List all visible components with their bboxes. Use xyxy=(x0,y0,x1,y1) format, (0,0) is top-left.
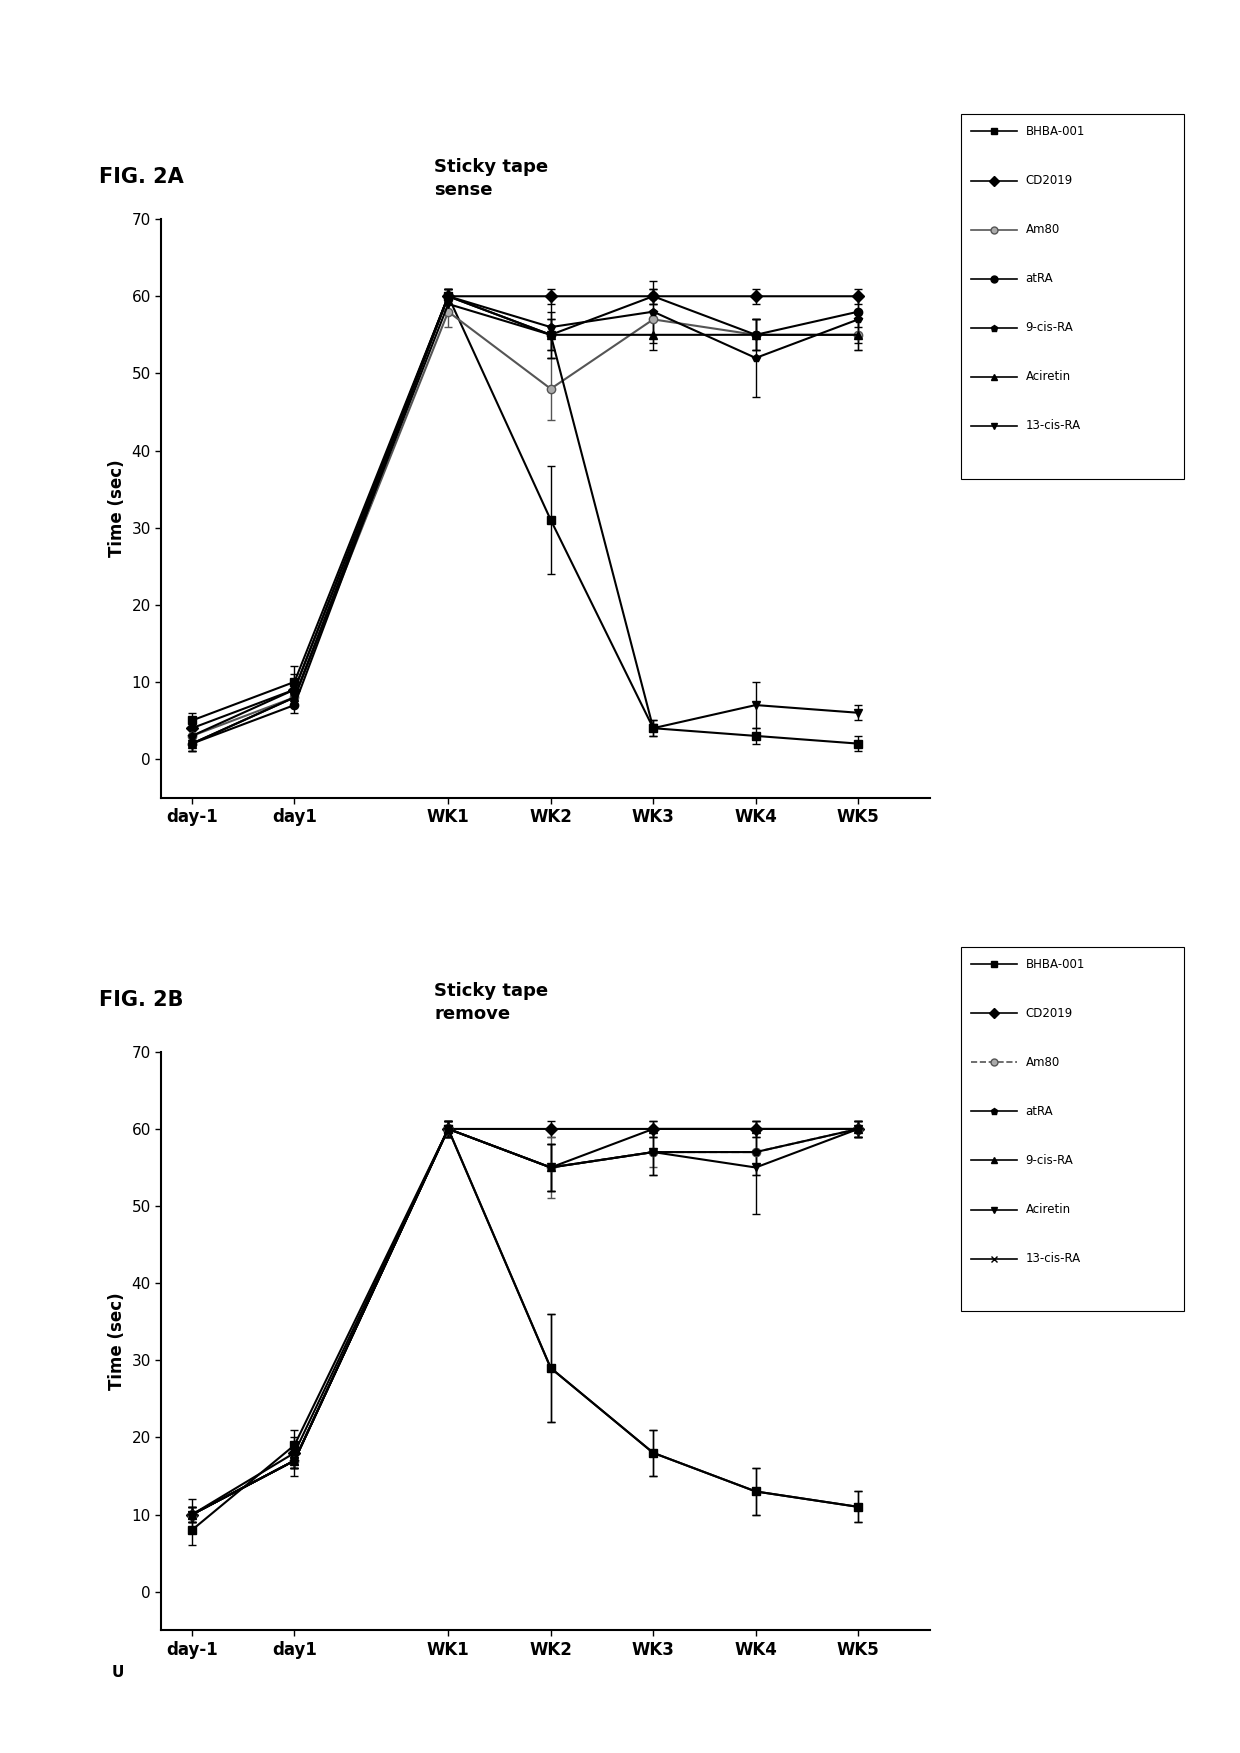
Text: CD2019: CD2019 xyxy=(1025,1006,1073,1020)
Text: Aciretin: Aciretin xyxy=(1025,1203,1070,1217)
Text: Sticky tape
sense: Sticky tape sense xyxy=(434,158,548,200)
Text: Sticky tape
remove: Sticky tape remove xyxy=(434,982,548,1024)
Text: Aciretin: Aciretin xyxy=(1025,370,1070,384)
Text: 13-cis-RA: 13-cis-RA xyxy=(1025,1252,1080,1266)
Text: CD2019: CD2019 xyxy=(1025,174,1073,188)
Text: Am80: Am80 xyxy=(1025,223,1060,237)
Text: 13-cis-RA: 13-cis-RA xyxy=(1025,419,1080,433)
Text: FIG. 2A: FIG. 2A xyxy=(99,167,184,186)
Text: 9-cis-RA: 9-cis-RA xyxy=(1025,1153,1074,1167)
Text: 9-cis-RA: 9-cis-RA xyxy=(1025,321,1074,335)
Y-axis label: Time (sec): Time (sec) xyxy=(108,459,125,557)
Text: BHBA-001: BHBA-001 xyxy=(1025,124,1085,138)
Text: atRA: atRA xyxy=(1025,272,1053,286)
Text: FIG. 2B: FIG. 2B xyxy=(99,990,184,1010)
Text: atRA: atRA xyxy=(1025,1104,1053,1118)
Text: BHBA-001: BHBA-001 xyxy=(1025,957,1085,971)
Text: Am80: Am80 xyxy=(1025,1055,1060,1069)
Text: U: U xyxy=(112,1665,124,1679)
Y-axis label: Time (sec): Time (sec) xyxy=(108,1292,125,1390)
